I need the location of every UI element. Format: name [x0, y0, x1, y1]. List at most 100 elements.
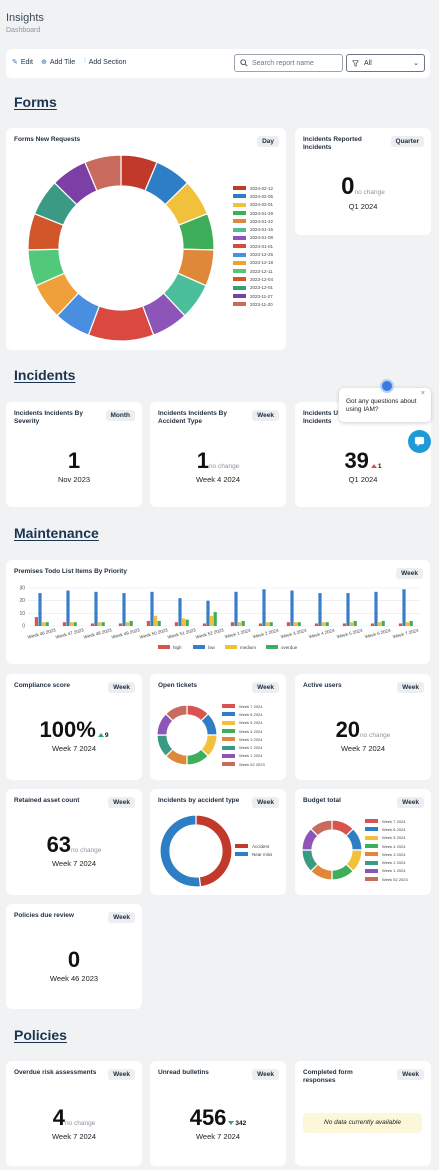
bar[interactable] — [262, 589, 266, 626]
bar[interactable] — [42, 622, 46, 626]
bar[interactable] — [150, 591, 154, 626]
bar[interactable] — [314, 623, 318, 626]
edit-button[interactable]: ✎ Edit — [12, 58, 33, 67]
period-pill[interactable]: Week — [252, 797, 279, 808]
bar[interactable] — [342, 623, 346, 626]
bar[interactable] — [325, 622, 329, 626]
bar[interactable] — [322, 622, 326, 626]
bar[interactable] — [101, 622, 105, 626]
period-pill[interactable]: Week — [397, 797, 424, 808]
bar[interactable] — [269, 622, 273, 626]
legend-item[interactable]: Accident — [235, 842, 272, 850]
card-policies-due-review[interactable]: Policies due review Week 0 Week 46 2023 — [6, 904, 142, 1009]
bar[interactable] — [90, 623, 94, 626]
period-pill[interactable]: Day — [257, 136, 279, 147]
bar[interactable] — [409, 620, 413, 626]
period-pill[interactable]: Week — [397, 1069, 424, 1080]
donut-slice[interactable] — [195, 814, 233, 888]
legend-item[interactable]: 2024-02-01 — [233, 201, 273, 209]
bar[interactable] — [370, 623, 374, 626]
card-compliance-score[interactable]: Compliance score Week 100% 9 Week 7 2024 — [6, 674, 142, 780]
legend-item[interactable]: Week 6 2024 — [365, 825, 408, 833]
bar[interactable] — [290, 590, 294, 626]
bar[interactable] — [66, 590, 70, 626]
bar[interactable] — [185, 619, 189, 626]
legend-item[interactable]: 2024-01-08 — [233, 234, 273, 242]
card-completed-forms[interactable]: Completed form responses Week No data cu… — [295, 1061, 431, 1166]
legend-item[interactable]: Week 7 2024 — [222, 702, 265, 710]
legend-item[interactable]: Week 6 2024 — [222, 710, 265, 718]
bar[interactable] — [346, 593, 350, 626]
legend-item[interactable]: 2023-12-25 — [233, 250, 273, 258]
legend-item[interactable]: Week 2 2024 — [222, 743, 265, 751]
search-input[interactable]: Search report name — [234, 54, 343, 72]
bar[interactable] — [182, 618, 186, 626]
card-incidents-by-accident-type[interactable]: Incidents Incidents By Accident Type Wee… — [150, 402, 286, 507]
period-pill[interactable]: Week — [108, 682, 135, 693]
legend-item[interactable]: 2023-12-04 — [233, 275, 273, 283]
legend-item[interactable]: Week 4 2024 — [365, 842, 408, 850]
card-premises-todo[interactable]: Premises Todo List Items By Priority Wee… — [6, 560, 430, 664]
legend-item[interactable]: 2023-12-11 — [233, 267, 273, 275]
legend-item[interactable]: 2023-11-27 — [233, 292, 273, 300]
period-pill[interactable]: Week — [108, 1069, 135, 1080]
bar[interactable] — [70, 622, 74, 626]
bar[interactable] — [157, 620, 161, 626]
legend-item[interactable]: 2024-01-22 — [233, 217, 273, 225]
period-pill[interactable]: Week — [108, 797, 135, 808]
card-unread-bulletins[interactable]: Unread bulletins Week 456 342 Week 7 2024 — [150, 1061, 286, 1166]
bar[interactable] — [178, 598, 182, 626]
bar[interactable] — [34, 617, 38, 626]
close-icon[interactable]: × — [420, 390, 425, 397]
card-active-users[interactable]: Active users Week 20no change Week 7 202… — [295, 674, 431, 780]
bar[interactable] — [146, 620, 150, 626]
legend-item[interactable]: 2024-01-29 — [233, 209, 273, 217]
bar[interactable] — [230, 622, 234, 626]
bar[interactable] — [286, 622, 290, 626]
bar[interactable] — [238, 622, 242, 626]
donut-slice[interactable] — [87, 305, 155, 342]
bar[interactable] — [266, 622, 270, 626]
bar[interactable] — [98, 622, 102, 626]
period-pill[interactable]: Week — [252, 682, 279, 693]
legend-item[interactable]: Week 52 2023 — [222, 760, 265, 768]
bar[interactable] — [94, 591, 98, 626]
period-pill[interactable]: Month — [105, 410, 135, 421]
bar[interactable] — [241, 620, 245, 626]
bar[interactable] — [118, 623, 122, 626]
filter-select[interactable]: All ⌄ — [346, 54, 425, 72]
legend-item[interactable]: Week 1 2024 — [365, 867, 408, 875]
period-pill[interactable]: Week — [252, 410, 279, 421]
donut-slice[interactable] — [84, 154, 122, 192]
period-pill[interactable]: Quarter — [390, 136, 424, 147]
legend-item[interactable]: 2024-01-15 — [233, 225, 273, 233]
period-pill[interactable]: Week — [252, 1069, 279, 1080]
legend-item[interactable]: 2023-11-20 — [233, 300, 273, 308]
card-open-tickets[interactable]: Open tickets Week Week 7 2024 Week 6 2024… — [150, 674, 286, 780]
period-pill[interactable]: Week — [108, 912, 135, 923]
bar[interactable] — [318, 593, 322, 626]
bar[interactable] — [62, 622, 66, 626]
bar[interactable] — [73, 622, 77, 626]
card-retained-asset-count[interactable]: Retained asset count Week 63no change We… — [6, 789, 142, 895]
bar[interactable] — [122, 593, 126, 626]
legend-item[interactable]: Week 7 2024 — [365, 817, 408, 825]
card-incidents-by-accident[interactable]: Incidents by accident type Week Accident… — [150, 789, 286, 895]
add-section-button[interactable]: ⫶ Add Section — [84, 58, 127, 66]
bar[interactable] — [350, 622, 354, 626]
bar[interactable] — [45, 622, 49, 626]
bar[interactable] — [126, 622, 130, 626]
legend-item[interactable]: Week 52 2023 — [365, 875, 408, 883]
legend-item[interactable]: Week 5 2024 — [365, 834, 408, 842]
legend-item[interactable]: Week 2 2024 — [365, 858, 408, 866]
legend-item[interactable]: Week 4 2024 — [222, 727, 265, 735]
bar[interactable] — [374, 591, 378, 626]
bar[interactable] — [154, 615, 158, 626]
legend-item[interactable]: 2023-12-18 — [233, 259, 273, 267]
bar[interactable] — [353, 620, 357, 626]
bar[interactable] — [38, 593, 42, 626]
legend-item[interactable]: Week 3 2024 — [365, 850, 408, 858]
chat-popup[interactable]: Got any questions about using IAM? × — [339, 388, 431, 422]
legend-item[interactable]: 2024-02-05 — [233, 192, 273, 200]
legend-item[interactable]: Week 3 2024 — [222, 735, 265, 743]
